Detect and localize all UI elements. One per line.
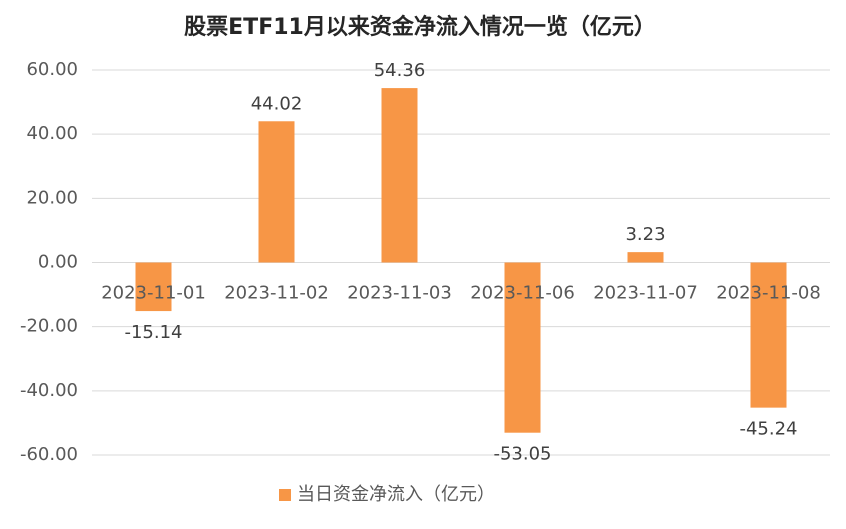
x-tick-label: 2023-11-08 xyxy=(716,283,821,304)
data-label: 44.02 xyxy=(251,93,303,114)
x-tick-label: 2023-11-07 xyxy=(593,283,698,304)
legend-label: 当日资金净流入（亿元） xyxy=(297,484,495,505)
data-label: 3.23 xyxy=(625,224,665,245)
x-tick-label: 2023-11-06 xyxy=(470,283,575,304)
bar xyxy=(627,252,664,263)
y-tick-label: 60.00 xyxy=(26,59,78,80)
bar xyxy=(750,262,787,408)
x-tick-label: 2023-11-01 xyxy=(101,283,206,304)
y-tick-label: -40.00 xyxy=(20,380,78,401)
data-label: -45.24 xyxy=(739,419,797,440)
y-tick-label: 40.00 xyxy=(26,123,78,144)
data-label: -53.05 xyxy=(493,444,551,465)
bar xyxy=(258,121,295,263)
y-tick-label: -60.00 xyxy=(20,444,78,465)
y-tick-label: 20.00 xyxy=(26,187,78,208)
bar xyxy=(504,262,541,433)
chart-title: 股票ETF11月以来资金净流入情况一览（亿元） xyxy=(184,14,656,40)
bar xyxy=(135,262,172,312)
y-tick-label: 0.00 xyxy=(38,252,78,273)
x-tick-label: 2023-11-03 xyxy=(347,283,452,304)
legend-swatch xyxy=(279,489,291,501)
data-label: -15.14 xyxy=(124,322,182,343)
x-tick-label: 2023-11-02 xyxy=(224,283,329,304)
data-label: 54.36 xyxy=(374,60,426,81)
y-tick-label: -20.00 xyxy=(20,316,78,337)
bar xyxy=(381,88,418,263)
